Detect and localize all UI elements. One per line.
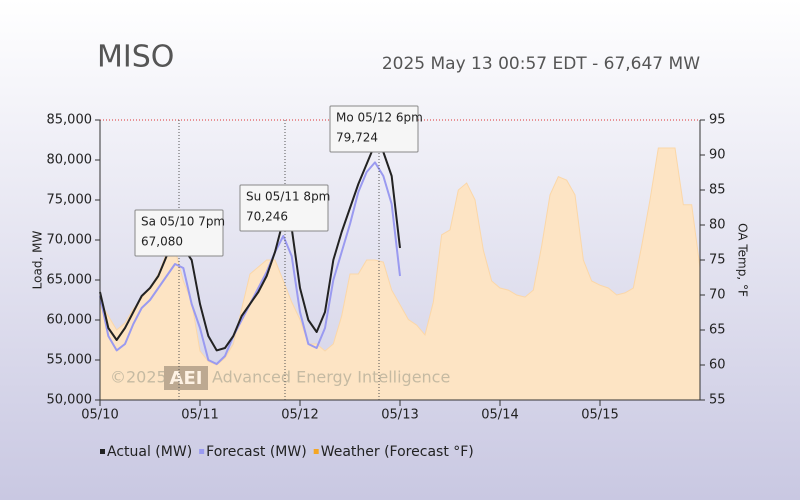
tooltip-value: 70,246 bbox=[246, 210, 288, 224]
legend-label: Actual (MW) bbox=[107, 444, 192, 460]
y-tick-label: 75,000 bbox=[47, 193, 93, 208]
x-tick-label: 05/11 bbox=[181, 408, 218, 423]
tooltip-time: Sa 05/10 7pm bbox=[141, 215, 225, 229]
y-tick-label: 85,000 bbox=[47, 113, 93, 128]
tooltip-box bbox=[329, 105, 419, 153]
x-tick-label: 05/14 bbox=[481, 408, 518, 423]
watermark-logo: AEI bbox=[170, 368, 203, 389]
y-tick-label: 65,000 bbox=[47, 273, 93, 288]
y-tick-label: 80,000 bbox=[47, 153, 93, 168]
chart-title: MISO bbox=[97, 40, 174, 75]
tooltip-value: 67,080 bbox=[141, 235, 183, 249]
y2-axis-label: OA Temp, °F bbox=[736, 223, 750, 297]
x-tick-label: 05/13 bbox=[381, 408, 418, 423]
y-tick-label: 60,000 bbox=[47, 313, 93, 328]
y-axis-label: Load, MW bbox=[31, 231, 45, 290]
legend-swatch bbox=[199, 449, 205, 454]
x-tick-label: 05/10 bbox=[81, 408, 118, 423]
tooltip-box bbox=[134, 209, 224, 257]
y-tick-label: 70,000 bbox=[47, 233, 93, 248]
legend-swatch bbox=[100, 449, 105, 454]
x-tick-label: 05/15 bbox=[581, 408, 618, 423]
series-line bbox=[99, 143, 401, 352]
legend-label: Forecast (MW) bbox=[206, 444, 307, 460]
watermark-name: Advanced Energy Intelligence bbox=[212, 368, 450, 387]
tooltip-value: 79,724 bbox=[336, 131, 378, 145]
y2-tick-label: 80 bbox=[709, 218, 726, 233]
y2-tick-label: 85 bbox=[709, 183, 726, 198]
y2-tick-label: 55 bbox=[709, 393, 726, 408]
y2-tick-label: 60 bbox=[709, 358, 726, 373]
y-tick-label: 50,000 bbox=[47, 393, 93, 408]
chart-subtitle: 2025 May 13 00:57 EDT - 67,647 MW bbox=[382, 54, 700, 74]
tooltip-box bbox=[239, 184, 329, 232]
y-tick-label: 55,000 bbox=[47, 353, 93, 368]
x-tick-label: 05/12 bbox=[281, 408, 318, 423]
watermark-logo-box bbox=[164, 366, 208, 390]
legend-swatch bbox=[313, 449, 319, 454]
y2-tick-label: 65 bbox=[709, 323, 726, 338]
weather-area bbox=[99, 147, 701, 401]
legend-label: Weather (Forecast °F) bbox=[321, 444, 474, 460]
y2-tick-label: 90 bbox=[709, 148, 726, 163]
watermark-year: ©2025 bbox=[110, 368, 167, 387]
tooltip-time: Su 05/11 8pm bbox=[246, 190, 330, 204]
y2-tick-label: 95 bbox=[709, 113, 726, 128]
watermark: ©2025 AEI Advanced Energy Intelligence bbox=[110, 366, 450, 390]
y2-tick-label: 75 bbox=[709, 253, 726, 268]
y2-tick-label: 70 bbox=[709, 288, 726, 303]
tooltip-time: Mo 05/12 6pm bbox=[336, 111, 423, 125]
